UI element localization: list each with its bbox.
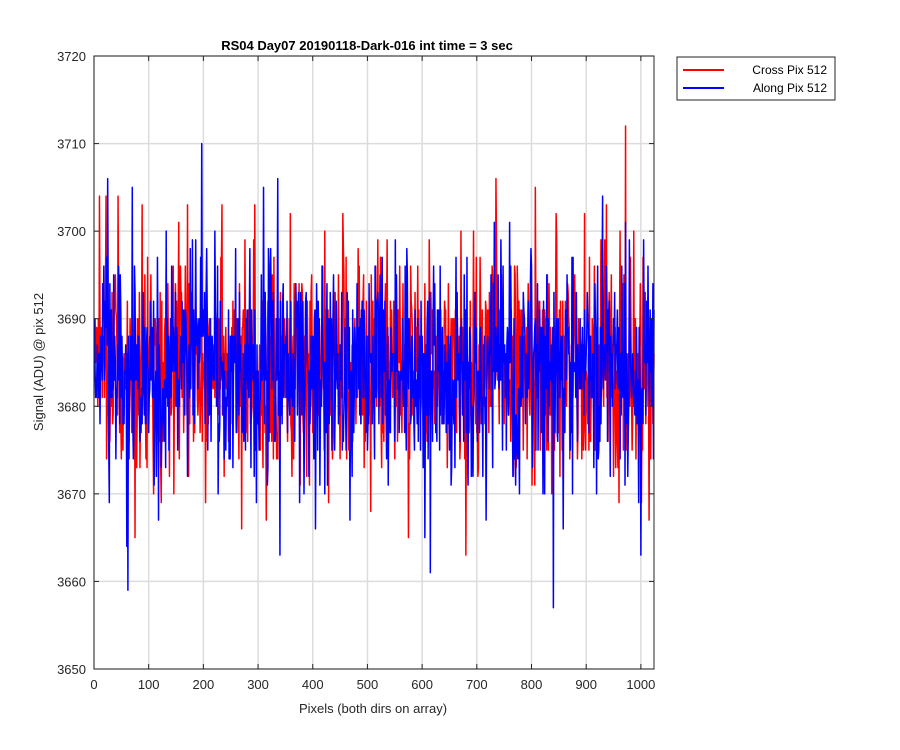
legend-label: Along Pix 512	[753, 81, 827, 95]
x-tick-label: 700	[466, 677, 488, 692]
x-axis-label: Pixels (both dirs on array)	[299, 701, 447, 716]
y-tick-label: 3670	[57, 487, 86, 502]
axes-frame	[93, 55, 655, 670]
y-tick-label: 3720	[57, 49, 86, 64]
series-layer	[93, 125, 655, 609]
legend-box	[676, 56, 836, 101]
y-tick-label: 3710	[57, 137, 86, 152]
x-tick-label: 400	[302, 677, 324, 692]
y-axis-label: Signal (ADU) @ pix 512	[31, 293, 46, 431]
x-tick-label: 800	[521, 677, 543, 692]
plot-area: 0 100 200 300 400 500 600 700 800 900 1000 3650 3660…	[57, 49, 655, 692]
ticks: 0 100 200 300 400 500 600 700 800 900 1000 3650 3660…	[57, 49, 655, 692]
legend: Cross Pix 512 Along Pix 512	[676, 56, 836, 101]
y-tick-label: 3650	[57, 662, 86, 677]
y-tick-label: 3680	[57, 399, 86, 414]
chart-title: RS04 Day07 20190118-Dark-016 int time = …	[221, 38, 513, 53]
x-tick-label: 900	[575, 677, 597, 692]
x-tick-label: 500	[357, 677, 379, 692]
x-tick-label: 0	[90, 677, 97, 692]
x-tick-label: 300	[247, 677, 269, 692]
x-tick-label: 1000	[626, 677, 655, 692]
x-tick-label: 200	[193, 677, 215, 692]
x-tick-label: 600	[411, 677, 433, 692]
y-tick-label: 3690	[57, 312, 86, 327]
y-tick-label: 3660	[57, 574, 86, 589]
series-line-along-pix-512	[93, 142, 655, 609]
y-tick-label: 3700	[57, 224, 86, 239]
x-tick-label: 100	[138, 677, 160, 692]
legend-label: Cross Pix 512	[752, 63, 827, 77]
